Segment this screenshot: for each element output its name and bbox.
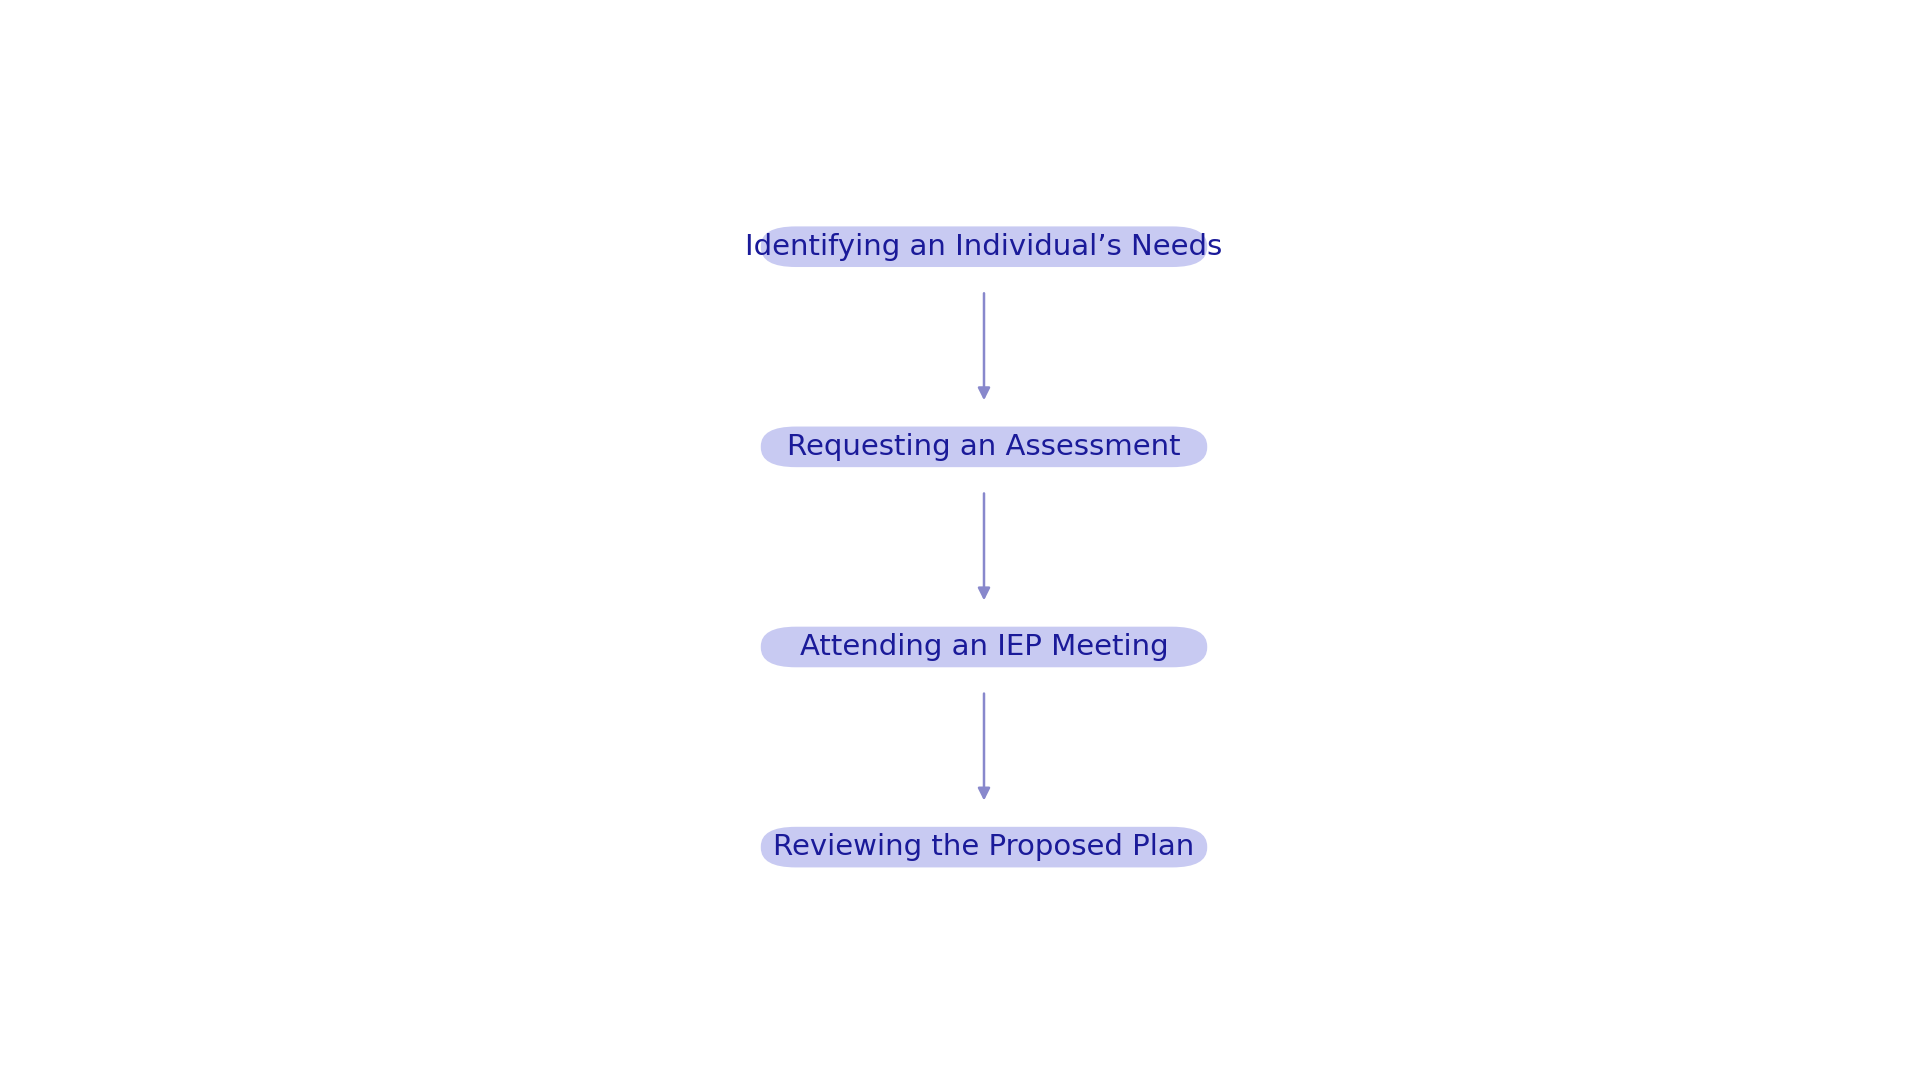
FancyBboxPatch shape bbox=[760, 826, 1208, 867]
Text: Attending an IEP Meeting: Attending an IEP Meeting bbox=[801, 632, 1167, 661]
Text: Identifying an Individual’s Needs: Identifying an Individual’s Needs bbox=[745, 233, 1223, 261]
Text: Reviewing the Proposed Plan: Reviewing the Proposed Plan bbox=[774, 833, 1194, 861]
Text: Requesting an Assessment: Requesting an Assessment bbox=[787, 433, 1181, 461]
FancyBboxPatch shape bbox=[760, 627, 1208, 667]
FancyBboxPatch shape bbox=[760, 427, 1208, 467]
FancyBboxPatch shape bbox=[760, 226, 1208, 268]
